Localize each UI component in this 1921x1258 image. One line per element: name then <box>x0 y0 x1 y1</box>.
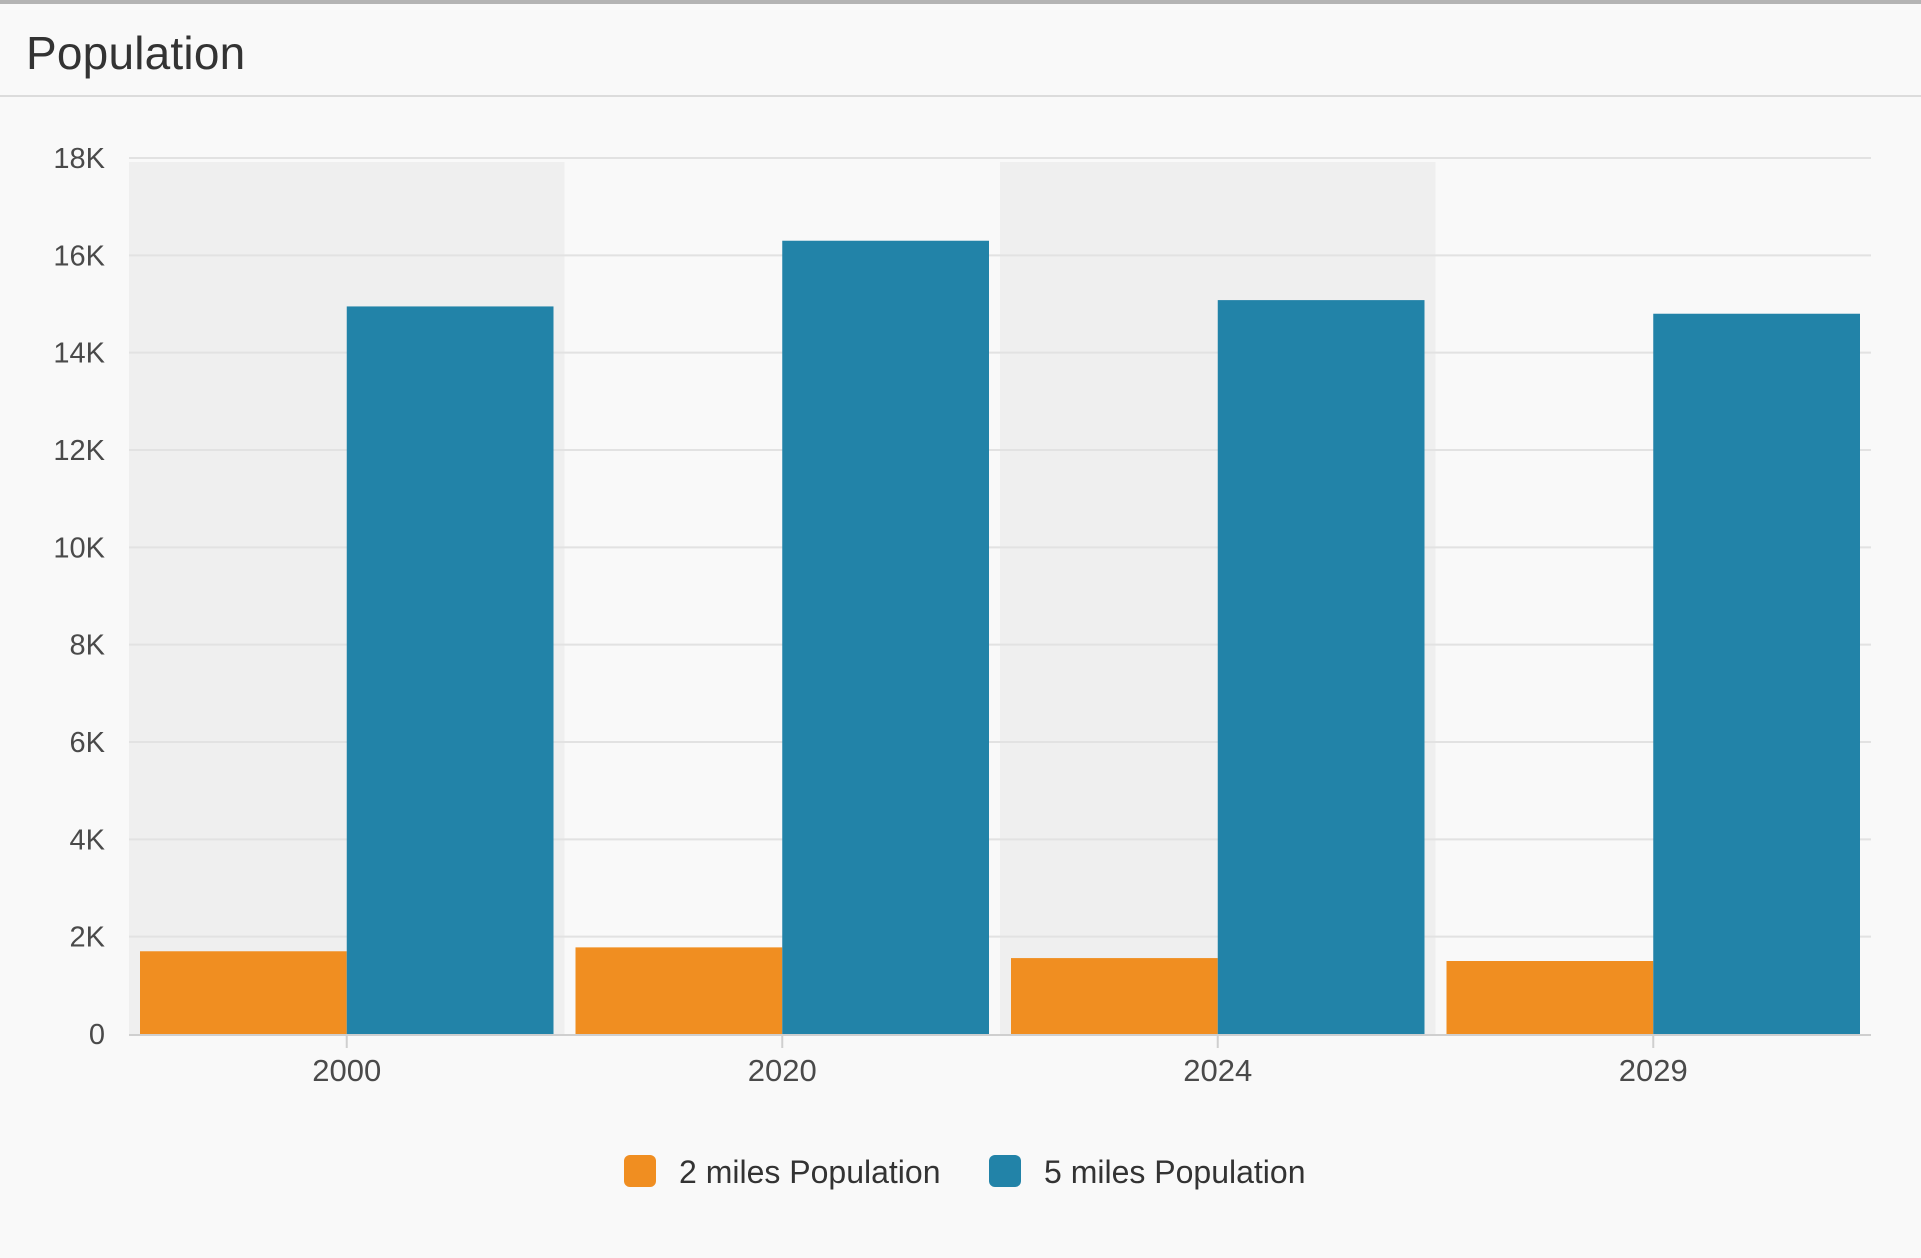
bar-2020-series-2[interactable] <box>782 240 989 1034</box>
population-bar-chart: 0 2K 4K 6K 8K 10K 12K 14K 16K 18K 2000 2020 2024 202… <box>53 143 1871 1190</box>
chart-container: 0 2K 4K 6K 8K 10K 12K 14K 16K 18K 2000 2020 2024 202… <box>0 97 1921 1253</box>
page-title: Population <box>26 27 246 79</box>
legend-item-1[interactable]: 2 miles Population <box>624 1154 940 1190</box>
y-tick-label: 12K <box>53 435 105 467</box>
y-tick-label: 10K <box>53 532 105 564</box>
legend-item-2[interactable]: 5 miles Population <box>989 1154 1305 1190</box>
bar-2024-series-2[interactable] <box>1217 300 1425 1034</box>
bar-2000-series-1[interactable] <box>140 951 347 1034</box>
y-tick-label: 8K <box>70 630 106 662</box>
x-tick-label: 2029 <box>1619 1053 1688 1088</box>
bar-2024-series-1[interactable] <box>1011 958 1218 1034</box>
x-tick-label: 2000 <box>312 1053 381 1088</box>
bar-2020-series-1[interactable] <box>575 947 783 1034</box>
legend-swatch <box>624 1155 656 1187</box>
y-tick-label: 18K <box>53 143 105 175</box>
bar-2000-series-2[interactable] <box>346 306 554 1034</box>
top-border <box>0 0 1921 4</box>
x-axis: 2000 2020 2024 2029 <box>129 1034 1871 1088</box>
y-tick-label: 0 <box>89 1019 105 1051</box>
legend: 2 miles Population 5 miles Population <box>624 1154 1305 1190</box>
legend-label: 5 miles Population <box>1044 1154 1305 1190</box>
y-tick-label: 2K <box>70 922 106 954</box>
y-tick-label: 6K <box>70 727 106 759</box>
y-axis-ticks: 0 2K 4K 6K 8K 10K 12K 14K 16K 18K <box>53 143 105 1051</box>
x-tick-label: 2020 <box>748 1053 817 1088</box>
legend-label: 2 miles Population <box>679 1154 940 1190</box>
bars <box>140 240 1860 1034</box>
y-tick-label: 4K <box>70 824 106 856</box>
bar-2029-series-2[interactable] <box>1653 313 1860 1034</box>
legend-swatch <box>989 1155 1021 1187</box>
y-tick-label: 16K <box>53 240 105 272</box>
panel-header: Population <box>0 4 1921 97</box>
x-tick-label: 2024 <box>1183 1053 1252 1088</box>
bar-2029-series-1[interactable] <box>1446 961 1654 1034</box>
y-tick-label: 14K <box>53 338 105 370</box>
